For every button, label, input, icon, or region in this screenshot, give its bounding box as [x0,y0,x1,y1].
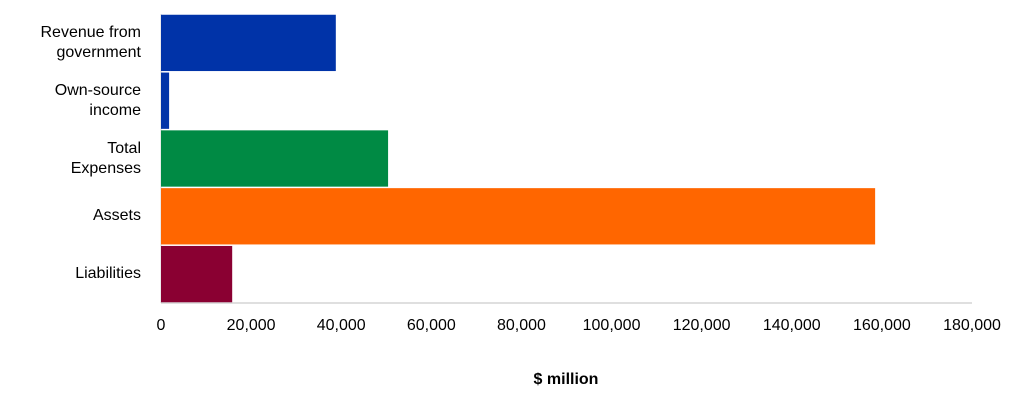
bar [161,188,876,245]
x-axis-label: $ million [534,371,599,388]
y-tick-label: Revenue from government [40,23,142,61]
x-tick-label: 180,000 [943,317,1001,334]
bar [161,130,389,187]
x-tick-label: 40,000 [317,317,366,334]
bar [161,72,170,129]
x-tick-label: 60,000 [407,317,456,334]
x-tick-label: 120,000 [673,317,731,334]
bar [161,14,336,72]
y-tick-label: Total Expenses [70,139,141,177]
x-tick-label: 80,000 [497,317,546,334]
y-tick-label: Own-source income [54,81,141,119]
y-tick-label: Liabilities [75,265,141,283]
x-tick-label: 100,000 [583,317,641,334]
x-tick-label: 0 [157,317,166,334]
x-tick-label: 20,000 [227,317,276,334]
x-tick-label: 140,000 [763,317,821,334]
y-tick-label: Assets [92,207,141,225]
x-tick-label: 160,000 [853,317,911,334]
bar [161,245,233,303]
